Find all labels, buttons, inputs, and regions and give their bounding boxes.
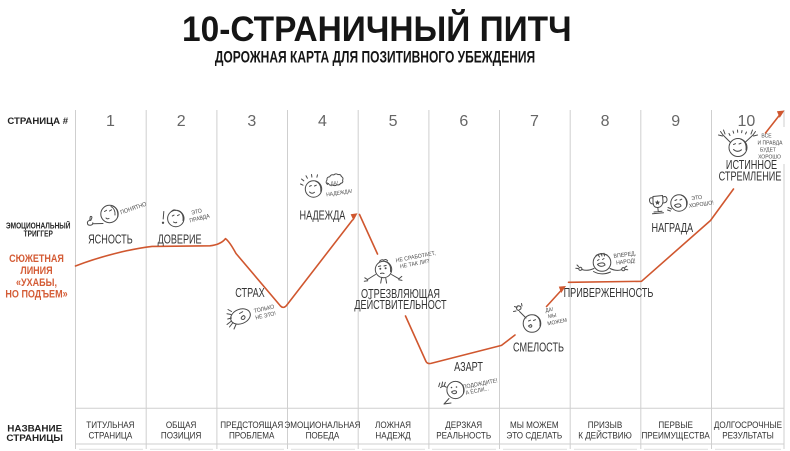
- svg-text:«УХАБЫ,: «УХАБЫ,: [16, 277, 57, 289]
- svg-text:ПРИЗЫВ: ПРИЗЫВ: [588, 420, 623, 431]
- svg-text:ВСЕ: ВСЕ: [761, 133, 772, 139]
- svg-text:НАРОД!: НАРОД!: [616, 258, 637, 267]
- svg-text:РЕЗУЛЬТАТЫ: РЕЗУЛЬТАТЫ: [722, 430, 774, 441]
- svg-text:НАДЕЖДА: НАДЕЖДА: [299, 209, 345, 223]
- svg-text:ТРИГГЕР: ТРИГГЕР: [24, 229, 53, 239]
- svg-text:9: 9: [671, 113, 680, 130]
- svg-text:И ПРАВДА: И ПРАВДА: [758, 140, 783, 146]
- svg-text:НАЗВАНИЕ: НАЗВАНИЕ: [7, 424, 63, 435]
- svg-text:ПРЕДСТОЯЩАЯ: ПРЕДСТОЯЩАЯ: [220, 420, 283, 431]
- svg-text:ДОВЕРИЕ: ДОВЕРИЕ: [158, 233, 202, 247]
- svg-text:ПРИВЕРЖЕННОСТЬ: ПРИВЕРЖЕННОСТЬ: [564, 286, 654, 300]
- svg-text:ЛИНИЯ: ЛИНИЯ: [20, 265, 52, 277]
- svg-text:ЭТО: ЭТО: [191, 208, 204, 217]
- svg-text:5: 5: [389, 113, 398, 130]
- svg-text:СЮЖЕТНАЯ: СЮЖЕТНАЯ: [9, 253, 64, 265]
- svg-text:ЭТО: ЭТО: [691, 194, 703, 202]
- svg-text:АЗАРТ: АЗАРТ: [454, 361, 483, 375]
- svg-text:ПЕРВЫЕ: ПЕРВЫЕ: [658, 420, 693, 431]
- svg-text:4: 4: [318, 113, 327, 130]
- svg-text:2: 2: [177, 113, 186, 130]
- svg-text:МЫ МОЖЕМ: МЫ МОЖЕМ: [510, 420, 559, 431]
- svg-text:ХОРОШО: ХОРОШО: [758, 154, 781, 160]
- svg-text:ДЕРЗКАЯ: ДЕРЗКАЯ: [445, 420, 482, 431]
- svg-text:СМЕЛОСТЬ: СМЕЛОСТЬ: [513, 341, 564, 355]
- svg-text:ЛОЖНАЯ: ЛОЖНАЯ: [375, 420, 411, 431]
- svg-text:СТРАХ: СТРАХ: [235, 286, 265, 300]
- svg-text:ИСТИННОЕ: ИСТИННОЕ: [726, 159, 777, 173]
- svg-text:ПРЕИМУЩЕСТВА: ПРЕИМУЩЕСТВА: [641, 430, 710, 441]
- svg-text:ВПЕРЕД,: ВПЕРЕД,: [613, 251, 637, 260]
- svg-text:СТРАНИЦА: СТРАНИЦА: [89, 430, 133, 441]
- svg-text:НО ПОДЪЕМ»: НО ПОДЪЕМ»: [5, 289, 68, 301]
- svg-text:ХОРОШО!: ХОРОШО!: [689, 200, 715, 210]
- svg-text:НАДЕЖДА!: НАДЕЖДА!: [326, 189, 353, 199]
- svg-text:А ЕСЛИ...: А ЕСЛИ...: [465, 386, 490, 397]
- svg-text:НЕ ТАК ЛИ?: НЕ ТАК ЛИ?: [400, 259, 430, 271]
- svg-text:10-СТРАНИЧНЫЙ ПИТЧ: 10-СТРАНИЧНЫЙ ПИТЧ: [182, 8, 572, 49]
- svg-text:НЕ ЭТО!: НЕ ЭТО!: [255, 311, 277, 322]
- svg-text:СТРЕМЛЕНИЕ: СТРЕМЛЕНИЕ: [719, 170, 782, 184]
- svg-text:МЫ: МЫ: [548, 312, 558, 320]
- svg-text:ТИТУЛЬНАЯ: ТИТУЛЬНАЯ: [86, 420, 134, 431]
- svg-text:БУДЕТ: БУДЕТ: [760, 147, 777, 153]
- svg-text:1: 1: [106, 113, 115, 130]
- svg-text:НАГРАДА: НАГРАДА: [651, 222, 693, 236]
- svg-text:ЭМОЦИОНАЛЬНЫЙ: ЭМОЦИОНАЛЬНЫЙ: [6, 221, 70, 231]
- svg-text:6: 6: [459, 113, 468, 130]
- svg-text:МОЖЕМ: МОЖЕМ: [547, 317, 568, 327]
- svg-text:8: 8: [601, 113, 610, 130]
- svg-text:ПРОБЛЕМА: ПРОБЛЕМА: [229, 430, 275, 441]
- svg-text:ЭМОЦИОНАЛЬНАЯ: ЭМОЦИОНАЛЬНАЯ: [284, 420, 360, 431]
- svg-text:ПРАВДА: ПРАВДА: [189, 213, 211, 224]
- svg-text:ЯСНОСТЬ: ЯСНОСТЬ: [88, 233, 133, 247]
- svg-text:ДОЛГОСРОЧНЫЕ: ДОЛГОСРОЧНЫЕ: [714, 420, 782, 431]
- svg-text:3: 3: [247, 113, 256, 130]
- svg-text:10: 10: [738, 113, 756, 130]
- svg-text:ДА!: ДА!: [545, 307, 554, 315]
- svg-text:ПОБЕДА: ПОБЕДА: [306, 430, 340, 441]
- svg-text:ТОЛЬКО: ТОЛЬКО: [253, 304, 275, 315]
- svg-text:ЭТО СДЕЛАТЬ: ЭТО СДЕЛАТЬ: [506, 430, 562, 441]
- svg-text:7: 7: [530, 113, 539, 130]
- svg-text:К ДЕЙСТВИЮ: К ДЕЙСТВИЮ: [578, 429, 632, 441]
- svg-text:ОТРЕЗВЛЯЮЩАЯ: ОТРЕЗВЛЯЮЩАЯ: [361, 288, 440, 302]
- svg-text:ДА!: ДА!: [330, 180, 338, 187]
- svg-text:СТРАНИЦА #: СТРАНИЦА #: [7, 116, 68, 127]
- svg-text:СТРАНИЦЫ: СТРАНИЦЫ: [6, 433, 63, 444]
- svg-text:ОБЩАЯ: ОБЩАЯ: [166, 420, 196, 431]
- svg-text:ДЕЙСТВИТЕЛЬНОСТ: ДЕЙСТВИТЕЛЬНОСТ: [354, 297, 446, 312]
- svg-text:НАДЕЖД: НАДЕЖД: [375, 430, 411, 441]
- svg-text:РЕАЛЬНОСТЬ: РЕАЛЬНОСТЬ: [436, 430, 491, 441]
- svg-text:ДОРОЖНАЯ КАРТА ДЛЯ ПОЗИТИВНОГО: ДОРОЖНАЯ КАРТА ДЛЯ ПОЗИТИВНОГО УБЕЖДЕНИЯ: [215, 49, 535, 67]
- svg-text:ПОНЯТНО: ПОНЯТНО: [120, 201, 148, 216]
- svg-text:ПОЗИЦИЯ: ПОЗИЦИЯ: [161, 430, 201, 441]
